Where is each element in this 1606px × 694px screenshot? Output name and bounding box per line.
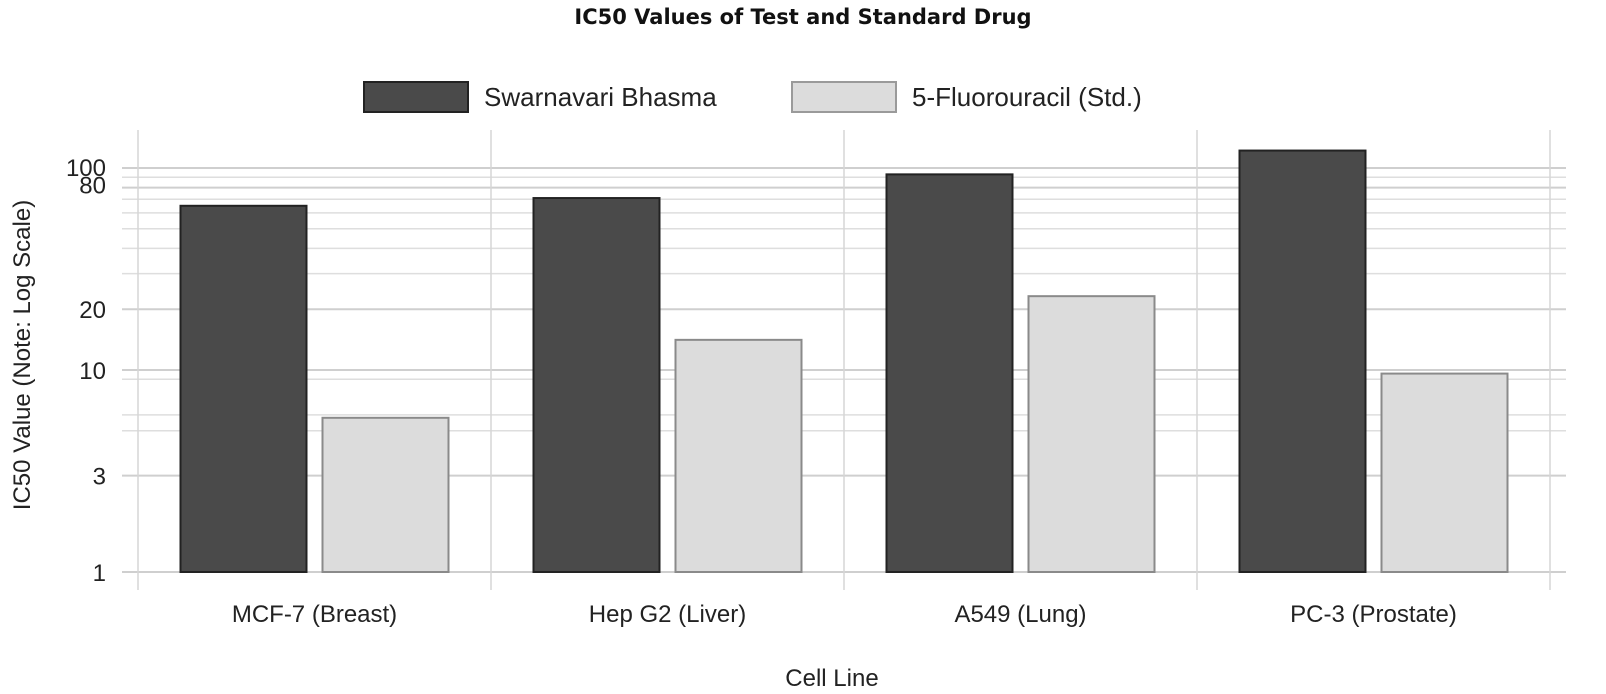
y-axis-label: IC50 Value (Note: Log Scale) — [9, 200, 36, 510]
chart-title: IC50 Values of Test and Standard Drug — [574, 5, 1031, 29]
legend-swatch-series-0 — [363, 81, 469, 113]
y-tick-label: 80 — [79, 173, 106, 200]
legend-label-series-0: Swarnavari Bhasma — [484, 82, 717, 112]
bar-swarnavari-3 — [1238, 149, 1367, 573]
legend: Swarnavari Bhasma 5-Fluorouracil (Std.) — [363, 81, 1142, 113]
bar-swarnavari-1 — [532, 197, 661, 573]
y-tick-label: 3 — [93, 464, 106, 491]
bar-fluorouracil-3 — [1380, 372, 1509, 573]
bar-swarnavari-2 — [885, 173, 1014, 573]
x-tick-label: PC-3 (Prostate) — [1290, 601, 1457, 628]
bar-swarnavari-0 — [179, 204, 308, 573]
x-axis-label: Cell Line — [785, 665, 878, 692]
y-tick-label: 20 — [79, 297, 106, 324]
x-axis-ticks: MCF-7 (Breast) Hep G2 (Liver) A549 (Lung) P… — [232, 601, 1457, 628]
bar-fluorouracil-2 — [1027, 295, 1156, 573]
legend-label-series-1: 5-Fluorouracil (Std.) — [912, 82, 1142, 112]
x-tick-label: Hep G2 (Liver) — [589, 601, 746, 628]
y-tick-label: 100 — [66, 155, 106, 182]
bar-fluorouracil-0 — [321, 416, 450, 573]
y-tick-label: 1 — [93, 560, 106, 587]
bars — [179, 149, 1509, 573]
bar-fluorouracil-1 — [674, 338, 803, 573]
y-tick-label: 10 — [79, 358, 106, 385]
legend-swatch-series-1 — [791, 81, 897, 113]
x-tick-label: MCF-7 (Breast) — [232, 601, 397, 628]
x-tick-label: A549 (Lung) — [954, 601, 1086, 628]
